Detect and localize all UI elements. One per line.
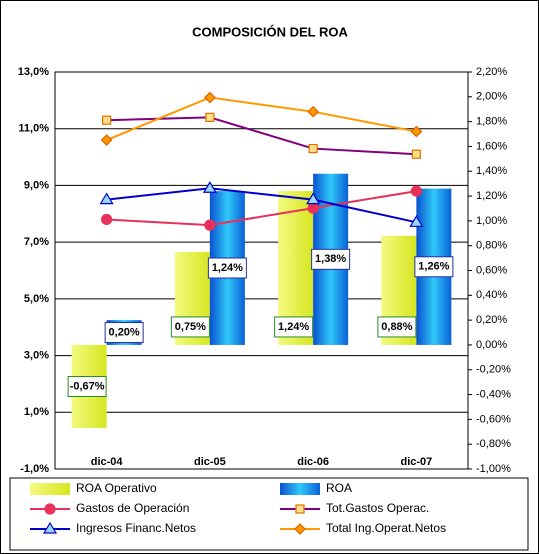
legend-label: ROA	[326, 481, 352, 495]
data-label: 1,38%	[315, 253, 346, 265]
y-tick-label: 13,0%	[18, 66, 49, 78]
y2-tick-label: -1,00%	[476, 463, 511, 475]
marker	[308, 143, 318, 154]
marker	[204, 91, 216, 104]
marker	[204, 219, 216, 231]
y2-tick-label: 0,80%	[476, 240, 507, 252]
y-tick-label: 3,0%	[24, 349, 49, 361]
y-tick-label: 11,0%	[18, 123, 49, 135]
marker	[306, 192, 321, 205]
y2-tick-label: 1,60%	[476, 140, 507, 152]
x-tick-label: dic-05	[194, 456, 226, 468]
y2-tick-label: -0,60%	[476, 413, 511, 425]
y-tick-label: 7,0%	[24, 236, 49, 248]
marker	[411, 149, 421, 159]
legend-label: Gastos de Operación	[76, 501, 189, 515]
y2-tick-label: -0,40%	[476, 388, 511, 400]
marker	[307, 105, 319, 118]
y2-tick-label: 1,20%	[476, 190, 507, 202]
y2-tick-label: 0,60%	[476, 264, 507, 276]
data-label: 1,24%	[278, 321, 309, 333]
data-label-box	[311, 248, 351, 270]
marker	[102, 115, 112, 125]
data-label: 1,26%	[418, 261, 449, 273]
marker	[410, 125, 423, 138]
y2-tick-label: -0,80%	[476, 438, 511, 450]
x-tick-label: dic-06	[297, 456, 329, 468]
line	[106, 190, 417, 227]
line	[106, 96, 417, 141]
y2-tick-label: 1,40%	[476, 165, 507, 177]
y2-tick-label: -0,20%	[476, 364, 511, 376]
marker	[294, 523, 306, 535]
y2-tick-label: 1,80%	[476, 116, 507, 128]
legend-label: Ingresos Financ.Netos	[76, 521, 196, 535]
y2-tick-label: 1,00%	[476, 215, 507, 227]
y-tick-label: -1,0%	[20, 463, 49, 475]
line	[106, 187, 417, 224]
x-tick-label: dic-07	[400, 456, 432, 468]
data-label: -0,67%	[70, 380, 105, 392]
data-label-box	[414, 256, 454, 278]
legend-label: Tot.Gastos Operac.	[326, 501, 429, 515]
y2-tick-label: 0,00%	[476, 339, 507, 351]
marker	[101, 213, 113, 226]
data-label-box	[207, 257, 247, 279]
legend-swatch	[30, 483, 70, 495]
x-tick-label: dic-04	[91, 456, 124, 468]
marker	[307, 202, 319, 214]
y2-tick-label: 0,20%	[476, 314, 507, 326]
marker	[410, 185, 422, 197]
data-label-box	[170, 316, 210, 338]
data-label: 0,20%	[109, 326, 140, 338]
y2-tick-label: 0,40%	[476, 289, 507, 301]
y2-tick-label: 2,20%	[476, 66, 507, 78]
marker	[295, 504, 305, 514]
data-label-box	[104, 322, 144, 344]
marker	[409, 215, 424, 227]
marker	[44, 503, 56, 515]
data-label-box	[274, 316, 314, 338]
legend	[9, 477, 529, 551]
marker	[205, 112, 215, 122]
data-label: 0,75%	[175, 321, 206, 333]
y-tick-label: 1,0%	[24, 406, 49, 418]
legend-swatch	[280, 483, 320, 495]
marker	[42, 521, 58, 534]
data-label: 1,24%	[212, 262, 243, 274]
data-label-box	[67, 375, 107, 397]
chart-title: COMPOSICIÓN DEL ROA	[192, 24, 348, 39]
y-tick-label: 5,0%	[24, 293, 49, 305]
marker	[202, 181, 217, 193]
data-label-box	[377, 316, 417, 338]
legend-label: Total Ing.Operat.Netos	[326, 521, 446, 535]
data-label: 0,88%	[381, 321, 412, 333]
y2-tick-label: 2,00%	[476, 91, 507, 103]
marker	[99, 192, 114, 205]
marker	[100, 134, 113, 146]
y-tick-label: 9,0%	[24, 179, 49, 191]
legend-label: ROA Operativo	[76, 481, 157, 495]
